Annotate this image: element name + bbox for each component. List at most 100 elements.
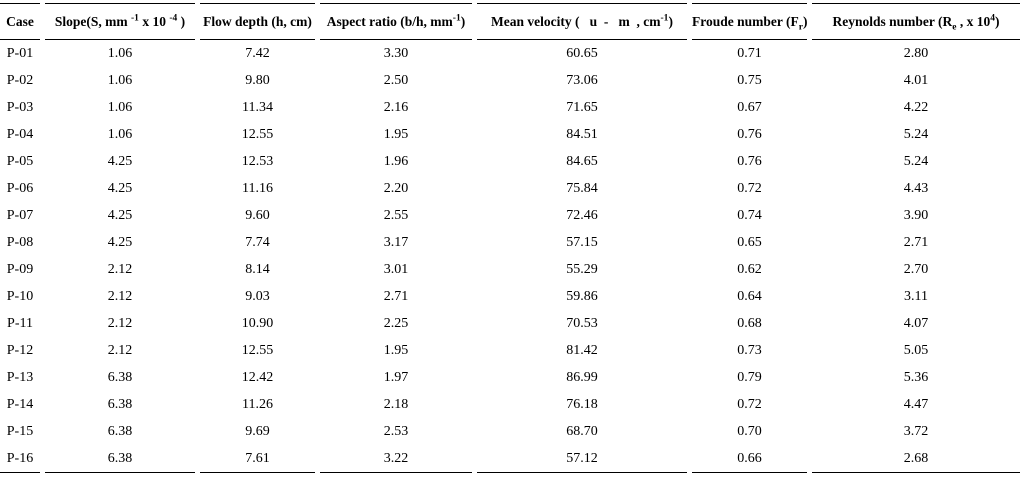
cell-flow-depth: 9.80: [245, 72, 270, 88]
cell-case: P-15: [6, 423, 34, 439]
cell-mean-velocity: 72.46: [566, 207, 598, 223]
cell-aspect-ratio: 1.96: [383, 153, 409, 169]
cell-flow-depth: 12.55: [241, 342, 274, 358]
table-row: P-01 1.06 7.42 3.30 60.65 0.71 2.80: [0, 40, 1020, 67]
column-header-mean-velocity: Mean velocity ( u - m , cm-1): [477, 3, 687, 40]
cell-aspect-ratio: 1.95: [383, 126, 409, 142]
cell-aspect-ratio: 1.95: [383, 342, 409, 358]
cell-slope: 2.12: [107, 288, 133, 304]
cell-flow-depth: 11.34: [242, 99, 273, 115]
cell-reynolds-number: 5.24: [903, 153, 929, 169]
cell-reynolds-number: 4.22: [903, 99, 929, 115]
cell-froude-number: 0.74: [737, 207, 762, 223]
cell-mean-velocity: 86.99: [566, 369, 598, 385]
cell-case: P-04: [6, 126, 34, 142]
cell-mean-velocity: 60.65: [566, 45, 598, 61]
cell-reynolds-number: 2.71: [903, 234, 929, 250]
cell-flow-depth: 7.74: [245, 234, 270, 250]
cell-case: P-11: [7, 315, 33, 331]
experiment-conditions-table: Case Slope(S, mm -1 x 10 -4 ) Flow depth…: [0, 3, 1020, 473]
cell-case: P-06: [6, 180, 34, 196]
cell-flow-depth: 9.69: [245, 423, 270, 439]
cell-slope: 6.38: [107, 369, 133, 385]
cell-flow-depth: 8.14: [245, 261, 270, 277]
table-row: P-09 2.12 8.14 3.01 55.29 0.62 2.70: [0, 256, 1020, 283]
table-row: P-10 2.12 9.03 2.71 59.86 0.64 3.11: [0, 283, 1020, 310]
cell-flow-depth: 9.03: [245, 288, 270, 304]
cell-reynolds-number: 5.05: [903, 342, 929, 358]
cell-slope: 2.12: [107, 342, 133, 358]
column-header-reynolds-number: Reynolds number (Re , x 104): [812, 3, 1020, 40]
cell-aspect-ratio: 2.71: [383, 288, 409, 304]
cell-froude-number: 0.66: [692, 445, 807, 473]
cell-froude-number: 0.79: [737, 369, 762, 385]
table-row: P-07 4.25 9.60 2.55 72.46 0.74 3.90: [0, 202, 1020, 229]
table-row: P-11 2.12 10.90 2.25 70.53 0.68 4.07: [0, 310, 1020, 337]
cell-case: P-13: [6, 369, 34, 385]
cell-aspect-ratio: 2.55: [383, 207, 409, 223]
column-header-flow-depth: Flow depth (h, cm): [200, 3, 315, 40]
cell-aspect-ratio: 2.25: [383, 315, 409, 331]
cell-froude-number: 0.62: [737, 261, 762, 277]
cell-aspect-ratio: 3.17: [383, 234, 409, 250]
table-row: P-13 6.38 12.42 1.97 86.99 0.79 5.36: [0, 364, 1020, 391]
cell-case: P-07: [6, 207, 34, 223]
cell-case: P-05: [6, 153, 34, 169]
column-header-case: Case: [0, 3, 40, 40]
cell-slope: 1.06: [107, 72, 133, 88]
cell-froude-number: 0.73: [737, 342, 762, 358]
cell-aspect-ratio: 2.20: [383, 180, 409, 196]
cell-flow-depth: 7.61: [200, 445, 315, 473]
cell-reynolds-number: 3.11: [904, 288, 928, 304]
cell-froude-number: 0.76: [737, 126, 762, 142]
cell-froude-number: 0.71: [737, 45, 762, 61]
cell-aspect-ratio: 2.53: [383, 423, 409, 439]
table-row: P-03 1.06 11.34 2.16 71.65 0.67 4.22: [0, 94, 1020, 121]
page: { "table": { "colors": { "text": "#00000…: [0, 3, 1020, 503]
cell-slope: 6.38: [107, 396, 133, 412]
table-row: P-14 6.38 11.26 2.18 76.18 0.72 4.47: [0, 391, 1020, 418]
cell-mean-velocity: 84.65: [566, 153, 598, 169]
cell-froude-number: 0.64: [737, 288, 762, 304]
cell-flow-depth: 12.53: [241, 153, 274, 169]
table-row: P-15 6.38 9.69 2.53 68.70 0.70 3.72: [0, 418, 1020, 445]
table-row: P-16 6.38 7.61 3.22 57.12 0.66 2.68: [0, 445, 1020, 473]
cell-mean-velocity: 84.51: [566, 126, 598, 142]
cell-aspect-ratio: 3.22: [320, 445, 472, 473]
cell-slope: 6.38: [45, 445, 195, 473]
cell-reynolds-number: 2.70: [903, 261, 929, 277]
cell-mean-velocity: 68.70: [566, 423, 598, 439]
cell-froude-number: 0.68: [737, 315, 762, 331]
cell-froude-number: 0.72: [737, 396, 762, 412]
cell-flow-depth: 11.26: [242, 396, 273, 412]
cell-aspect-ratio: 3.01: [383, 261, 409, 277]
cell-mean-velocity: 55.29: [566, 261, 598, 277]
cell-case: P-12: [6, 342, 34, 358]
cell-mean-velocity: 71.65: [566, 99, 598, 115]
cell-reynolds-number: 3.90: [903, 207, 929, 223]
cell-aspect-ratio: 1.97: [383, 369, 409, 385]
table-row: P-12 2.12 12.55 1.95 81.42 0.73 5.05: [0, 337, 1020, 364]
cell-froude-number: 0.65: [737, 234, 762, 250]
cell-froude-number: 0.75: [737, 72, 762, 88]
cell-case: P-08: [6, 234, 34, 250]
cell-slope: 4.25: [107, 234, 133, 250]
cell-slope: 4.25: [107, 207, 133, 223]
cell-aspect-ratio: 2.16: [383, 99, 409, 115]
cell-mean-velocity: 57.12: [477, 445, 687, 473]
cell-flow-depth: 10.90: [241, 315, 274, 331]
cell-froude-number: 0.72: [737, 180, 762, 196]
cell-slope: 1.06: [107, 45, 133, 61]
cell-mean-velocity: 75.84: [566, 180, 598, 196]
cell-froude-number: 0.67: [737, 99, 762, 115]
table-row: P-08 4.25 7.74 3.17 57.15 0.65 2.71: [0, 229, 1020, 256]
column-header-aspect-ratio: Aspect ratio (b/h, mm-1): [320, 3, 472, 40]
table-row: P-04 1.06 12.55 1.95 84.51 0.76 5.24: [0, 121, 1020, 148]
cell-mean-velocity: 57.15: [566, 234, 598, 250]
cell-case: P-01: [6, 45, 34, 61]
cell-slope: 4.25: [107, 153, 133, 169]
cell-slope: 1.06: [107, 99, 133, 115]
cell-mean-velocity: 59.86: [566, 288, 598, 304]
cell-mean-velocity: 81.42: [566, 342, 598, 358]
cell-mean-velocity: 70.53: [566, 315, 598, 331]
